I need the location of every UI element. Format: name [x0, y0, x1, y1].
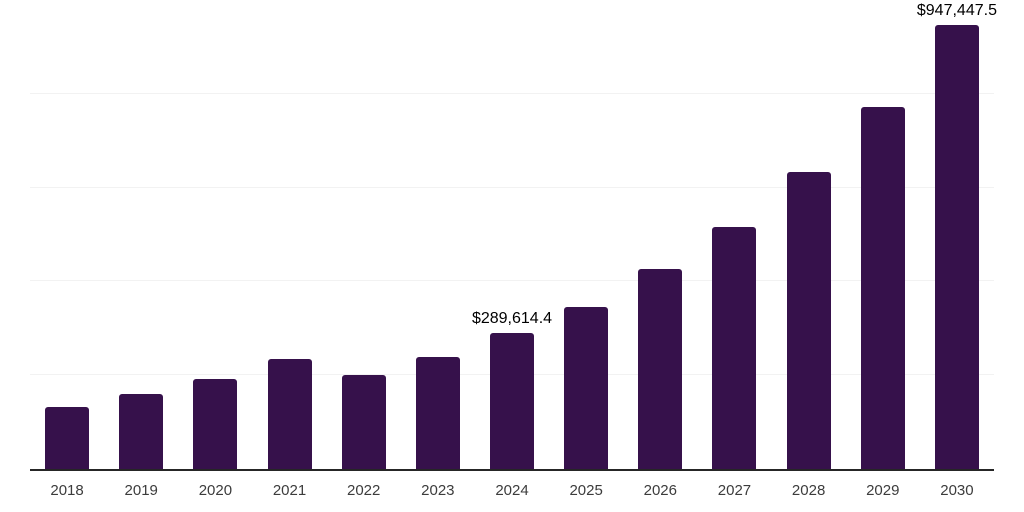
gridline: [30, 187, 994, 188]
x-tick-2028: 2028: [791, 482, 826, 499]
x-tick-2021: 2021: [272, 482, 307, 499]
bar-2028: [786, 172, 831, 469]
bar-2023: [415, 356, 460, 469]
gridline: [30, 93, 994, 94]
plot-area: $289,614.4 $947,447.5: [30, 0, 997, 471]
x-tick-2029: 2029: [866, 482, 900, 499]
x-tick-2024: 2024: [495, 482, 529, 499]
x-tick-2018: 2018: [50, 482, 84, 499]
bar-2029: [860, 106, 905, 469]
data-label-2030: $947,447.5: [916, 1, 997, 19]
x-tick-2023: 2023: [421, 482, 455, 499]
x-tick-2026: 2026: [643, 482, 677, 499]
bar-2020: [193, 379, 238, 469]
data-label-2024: $289,614.4: [471, 310, 553, 328]
x-tick-2030: 2030: [940, 482, 974, 499]
bar-2018: [45, 407, 90, 469]
bar-2024: [490, 333, 534, 469]
x-axis: 2018 2019 2020 2021 2022 2023 2024 2025 2026 2027…: [30, 471, 994, 501]
x-tick-2019: 2019: [124, 482, 158, 499]
x-tick-2022: 2022: [347, 482, 381, 499]
x-tick-2025: 2025: [569, 482, 603, 499]
bar-2030: [934, 24, 979, 469]
gridline: [30, 280, 994, 281]
bar-2025: [564, 307, 609, 469]
bar-2019: [119, 394, 164, 469]
bar-2027: [712, 227, 757, 469]
bar-2021: [267, 359, 312, 469]
bar-2026: [638, 269, 683, 469]
x-tick-2020: 2020: [198, 482, 233, 499]
bar-2022: [341, 375, 386, 469]
x-tick-2027: 2027: [717, 482, 752, 499]
